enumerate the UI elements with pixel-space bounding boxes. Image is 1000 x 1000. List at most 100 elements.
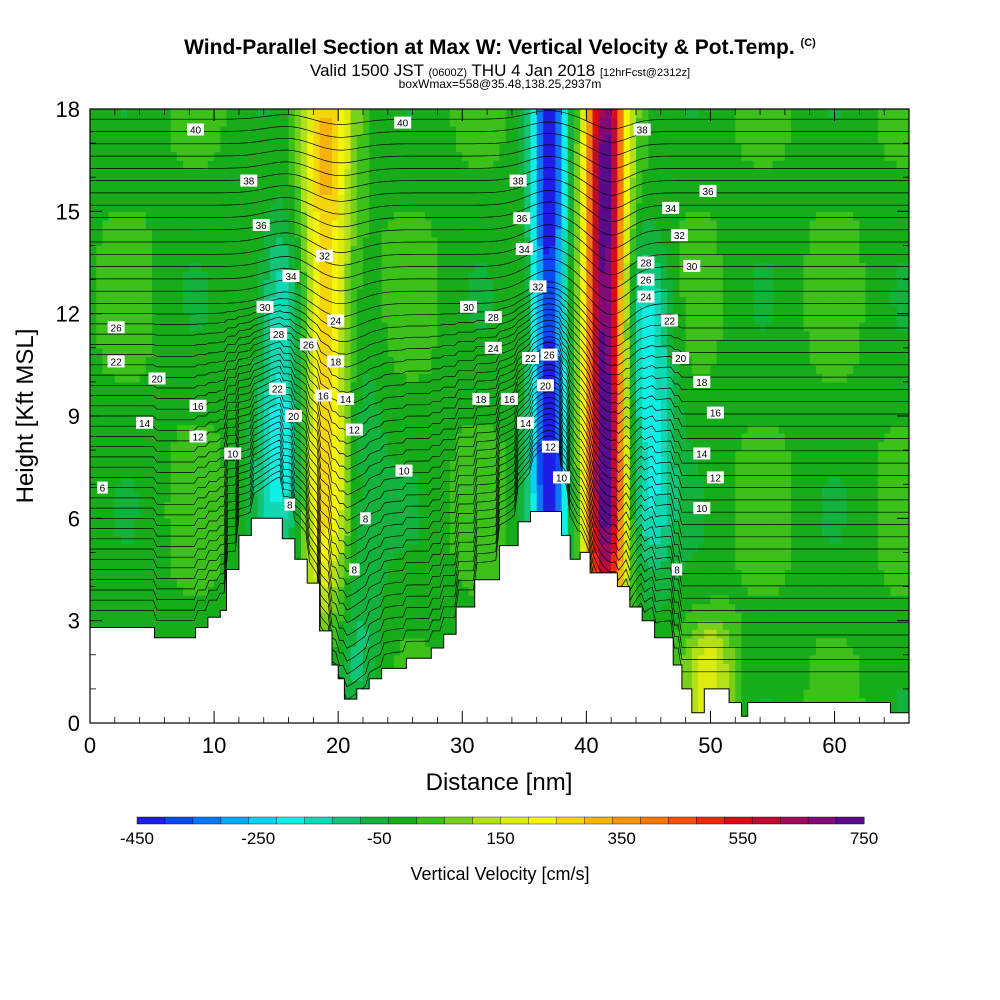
velocity-cell — [418, 194, 426, 204]
velocity-cell — [251, 347, 259, 357]
velocity-cell — [170, 526, 178, 536]
velocity-cell — [431, 160, 439, 170]
velocity-cell — [344, 296, 352, 306]
velocity-cell — [493, 253, 501, 264]
velocity-cell — [257, 194, 265, 204]
velocity-cell — [276, 262, 283, 272]
velocity-cell — [307, 245, 314, 255]
velocity-cell — [406, 518, 414, 528]
velocity-cell — [133, 543, 141, 554]
velocity-cell — [331, 543, 339, 554]
velocity-cell — [238, 381, 246, 392]
velocity-cell — [480, 134, 488, 144]
velocity-cell — [269, 271, 277, 281]
velocity-cell — [425, 194, 432, 204]
velocity-cell — [139, 586, 147, 596]
velocity-cell — [468, 134, 476, 144]
velocity-cell — [356, 347, 364, 357]
velocity-cell — [400, 595, 408, 605]
velocity-cell — [176, 262, 184, 272]
velocity-cell — [232, 560, 240, 571]
velocity-cell — [108, 271, 116, 281]
velocity-cell — [251, 160, 259, 170]
velocity-cell — [331, 390, 339, 400]
velocity-cell — [363, 347, 370, 357]
velocity-cell — [127, 228, 135, 238]
velocity-cell — [238, 347, 246, 357]
velocity-cell — [257, 313, 265, 323]
velocity-cell — [480, 356, 488, 366]
velocity-cell — [462, 202, 470, 212]
velocity-cell — [356, 245, 364, 255]
velocity-cell — [468, 219, 476, 229]
velocity-cell — [363, 134, 370, 144]
velocity-cell — [282, 134, 290, 144]
velocity-cell — [369, 117, 376, 127]
velocity-cell — [313, 569, 321, 579]
velocity-cell — [381, 441, 389, 451]
velocity-cell — [263, 245, 271, 255]
velocity-cell — [406, 160, 414, 170]
velocity-cell — [238, 416, 246, 426]
velocity-cell — [313, 484, 321, 494]
velocity-cell — [238, 151, 246, 161]
velocity-cell — [214, 552, 221, 562]
velocity-cell — [449, 339, 457, 349]
velocity-cell — [226, 126, 234, 136]
velocity-cell — [325, 288, 333, 298]
velocity-cell — [220, 185, 228, 195]
velocity-cell — [474, 236, 482, 247]
velocity-cell — [462, 245, 470, 255]
velocity-cell — [431, 569, 439, 579]
velocity-cell — [121, 578, 128, 588]
velocity-cell — [133, 177, 141, 187]
velocity-cell — [363, 364, 370, 374]
velocity-cell — [418, 236, 426, 247]
velocity-cell — [443, 305, 451, 315]
velocity-cell — [245, 390, 252, 400]
velocity-cell — [331, 433, 339, 443]
velocity-cell — [431, 373, 439, 383]
velocity-cell — [300, 416, 308, 426]
velocity-cell — [269, 262, 277, 272]
velocity-cell — [220, 552, 228, 562]
velocity-cell — [300, 202, 308, 212]
velocity-cell — [282, 526, 290, 536]
velocity-cell — [145, 458, 153, 468]
velocity-cell — [394, 185, 401, 195]
velocity-cell — [394, 595, 401, 605]
velocity-cell — [431, 629, 439, 639]
velocity-cell — [207, 441, 215, 451]
velocity-cell — [394, 381, 401, 392]
velocity-cell — [369, 288, 376, 298]
velocity-cell — [313, 143, 321, 153]
velocity-cell — [251, 194, 259, 204]
velocity-cell — [443, 330, 451, 340]
velocity-cell — [400, 646, 408, 656]
velocity-cell — [207, 288, 215, 298]
velocity-cell — [145, 450, 153, 460]
velocity-cell — [127, 501, 135, 511]
velocity-cell — [183, 228, 190, 238]
velocity-cell — [121, 117, 128, 127]
velocity-cell — [263, 143, 271, 153]
velocity-cell — [189, 629, 197, 639]
velocity-cell — [356, 288, 364, 298]
velocity-cell — [480, 126, 488, 136]
velocity-cell — [96, 398, 103, 409]
velocity-cell — [282, 450, 290, 460]
velocity-cell — [269, 356, 277, 366]
velocity-cell — [387, 109, 395, 119]
velocity-cell — [139, 364, 147, 374]
velocity-cell — [400, 143, 408, 153]
velocity-cell — [319, 398, 327, 409]
velocity-cell — [139, 134, 147, 144]
velocity-cell — [313, 151, 321, 161]
velocity-cell — [245, 441, 252, 451]
velocity-cell — [195, 373, 203, 383]
velocity-cell — [400, 535, 408, 545]
velocity-cell — [350, 202, 358, 212]
velocity-cell — [189, 236, 197, 247]
velocity-cell — [369, 620, 376, 630]
velocity-cell — [319, 509, 327, 519]
